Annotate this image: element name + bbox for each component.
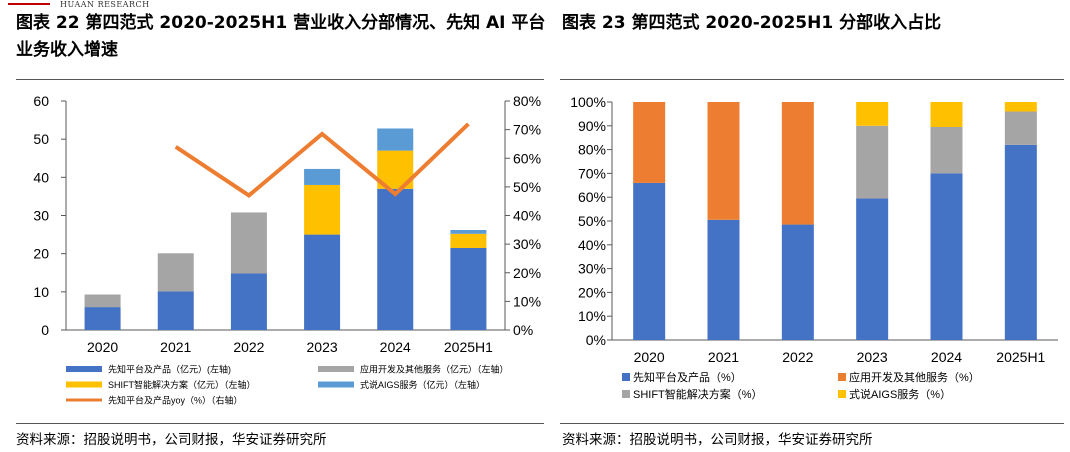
left-chart-title: 图表 22 第四范式 2020-2025H1 营业收入分部情况、先知 AI 平台… bbox=[16, 13, 546, 60]
left-y-tick-label: 0 bbox=[41, 322, 49, 338]
y-tick-label: 20% bbox=[578, 284, 606, 300]
bar-segment-s0-2023 bbox=[856, 198, 889, 340]
bar-segment-s0-2024 bbox=[930, 173, 963, 340]
x-tick-label: 2024 bbox=[380, 339, 411, 355]
left-y-tick-label: 20 bbox=[33, 246, 49, 262]
brand-line bbox=[8, 3, 50, 5]
frame-top-rule-left bbox=[16, 79, 544, 80]
right-y-tick-label: 10% bbox=[513, 293, 541, 309]
bar-segment-s1-2020 bbox=[633, 102, 666, 183]
bar-segment-s0-2024 bbox=[377, 188, 414, 330]
y-tick-label: 30% bbox=[578, 261, 606, 277]
left-source-note: 资料来源：招股说明书，公司财报，华安证券研究所 bbox=[16, 432, 327, 448]
bar-segment-s1-2021 bbox=[707, 102, 740, 220]
frame-bottom-rule-left bbox=[16, 423, 544, 424]
bar-segment-s2-2025H1 bbox=[450, 233, 487, 248]
legend-label: SHIFT智能解决方案（亿元）（左轴） bbox=[108, 379, 256, 390]
x-tick-label: 2021 bbox=[160, 339, 191, 355]
right-y-tick-label: 0% bbox=[513, 322, 533, 338]
bar-segment-s2-2024 bbox=[930, 126, 963, 174]
bar-segment-s3-2023 bbox=[304, 168, 341, 185]
x-tick-label: 2022 bbox=[782, 349, 813, 365]
legend-swatch bbox=[838, 373, 846, 381]
legend-swatch bbox=[838, 390, 846, 398]
right-source-note: 资料来源：招股说明书，公司财报，华安证券研究所 bbox=[562, 432, 873, 448]
left-y-tick-label: 40 bbox=[33, 169, 49, 185]
x-tick-label: 2025H1 bbox=[444, 339, 493, 355]
y-tick-label: 10% bbox=[578, 308, 606, 324]
legend-label: 先知平台及产品（亿元）(左轴) bbox=[108, 364, 231, 375]
y-tick-label: 90% bbox=[578, 118, 606, 134]
legend-swatch bbox=[622, 390, 630, 398]
x-tick-label: 2024 bbox=[931, 349, 962, 365]
right-y-tick-label: 50% bbox=[513, 179, 541, 195]
bar-segment-s2-2023 bbox=[304, 184, 341, 235]
bar-segment-s0-2022 bbox=[781, 224, 814, 340]
right-y-tick-label: 30% bbox=[513, 236, 541, 252]
legend-swatch bbox=[622, 373, 630, 381]
bar-segment-s0-2021 bbox=[157, 291, 194, 330]
y-tick-label: 50% bbox=[578, 213, 606, 229]
bar-segment-s3-2024 bbox=[377, 128, 414, 151]
left-y-tick-label: 30 bbox=[33, 208, 49, 224]
legend-label: 应用开发及其他服务（%） bbox=[849, 370, 980, 384]
left-y-tick-label: 50 bbox=[33, 131, 49, 147]
y-tick-label: 70% bbox=[578, 165, 606, 181]
legend-swatch bbox=[66, 381, 102, 388]
frame-top-rule-right bbox=[560, 79, 1064, 80]
right-y-tick-label: 70% bbox=[513, 122, 541, 138]
bar-segment-s0-2022 bbox=[230, 273, 267, 330]
bar-segment-s3-2025H1 bbox=[450, 230, 487, 234]
y-tick-label: 80% bbox=[578, 142, 606, 158]
left-y-tick-label: 60 bbox=[33, 93, 49, 109]
bar-segment-s1-2022 bbox=[230, 212, 267, 274]
legend-swatch bbox=[66, 366, 102, 372]
bar-segment-s0-2025H1 bbox=[1004, 144, 1037, 340]
bar-segment-s2-2023 bbox=[856, 125, 889, 199]
right-y-tick-label: 60% bbox=[513, 150, 541, 166]
bar-segment-s0-2023 bbox=[304, 234, 341, 330]
x-tick-label: 2020 bbox=[634, 349, 665, 365]
y-tick-label: 60% bbox=[578, 189, 606, 205]
left-y-tick-label: 10 bbox=[33, 284, 49, 300]
bar-segment-s0-2020 bbox=[633, 182, 666, 340]
bar-segment-s3-2025H1 bbox=[1004, 102, 1037, 112]
legend-label: SHIFT智能解决方案（%） bbox=[633, 387, 763, 401]
bar-segment-s3-2024 bbox=[930, 102, 963, 127]
x-tick-label: 2022 bbox=[233, 339, 264, 355]
x-tick-label: 2023 bbox=[307, 339, 338, 355]
bar-segment-s1-2022 bbox=[781, 102, 814, 225]
x-tick-label: 2020 bbox=[87, 339, 118, 355]
x-tick-label: 2021 bbox=[708, 349, 739, 365]
legend-label: 式说AIGS服务（%） bbox=[849, 387, 951, 401]
legend-label: 式说AIGS服务（亿元）（左轴） bbox=[360, 379, 485, 390]
x-tick-label: 2025H1 bbox=[996, 349, 1045, 365]
bar-segment-s1-2020 bbox=[84, 294, 121, 308]
frame-bottom-rule-right bbox=[560, 423, 1064, 424]
yoy-line bbox=[174, 122, 470, 198]
bar-segment-s0-2020 bbox=[84, 307, 121, 330]
bar-segment-s1-2021 bbox=[157, 253, 194, 292]
right-y-tick-label: 20% bbox=[513, 265, 541, 281]
bar-segment-s0-2025H1 bbox=[450, 247, 487, 330]
right-y-tick-label: 40% bbox=[513, 208, 541, 224]
y-tick-label: 0% bbox=[586, 332, 606, 348]
x-tick-label: 2023 bbox=[857, 349, 888, 365]
brand-name: HUAAN RESEARCH bbox=[60, 0, 150, 9]
legend-swatch bbox=[318, 366, 354, 372]
legend-label: 先知平台及产品（%） bbox=[633, 370, 742, 384]
right-chart-title: 图表 23 第四范式 2020-2025H1 分部收入占比 bbox=[562, 13, 942, 33]
legend-label: 应用开发及其他服务（亿元）（左轴） bbox=[360, 364, 509, 375]
bar-segment-s2-2025H1 bbox=[1004, 111, 1037, 145]
y-tick-label: 100% bbox=[570, 94, 606, 110]
legend-label: 先知平台及产品yoy（%）（右轴） bbox=[108, 395, 243, 406]
legend-swatch bbox=[318, 381, 354, 388]
y-tick-label: 40% bbox=[578, 237, 606, 253]
bar-segment-s0-2021 bbox=[707, 219, 740, 340]
bar-segment-s3-2023 bbox=[856, 102, 889, 126]
right-y-tick-label: 80% bbox=[513, 93, 541, 109]
